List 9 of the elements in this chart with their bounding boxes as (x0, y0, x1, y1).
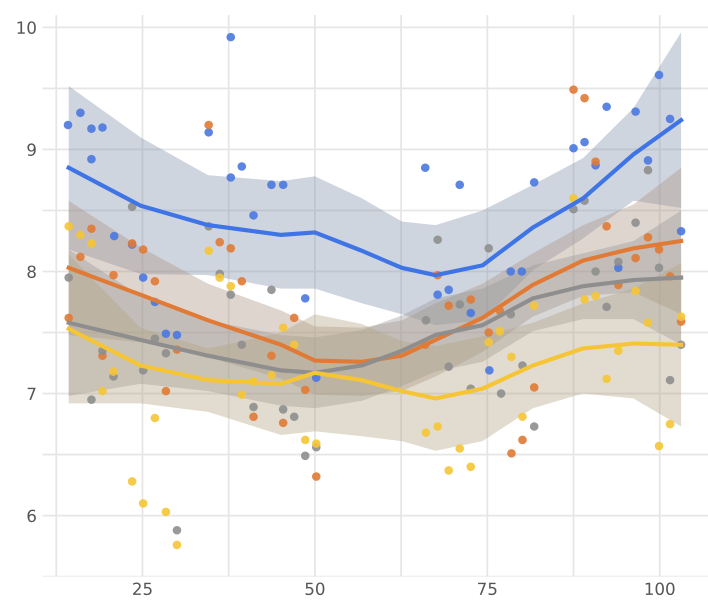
x-tick-label: 100 (646, 582, 675, 596)
y-tick-label: 9 (27, 143, 36, 156)
y-tick-label: 6 (27, 510, 36, 522)
y-tick-label: 10 (18, 21, 36, 34)
y-tick-label: 8 (27, 265, 36, 278)
y-tick-label: 7 (28, 388, 36, 400)
x-tick-label: 75 (478, 582, 496, 596)
x-tick-label: 50 (306, 582, 324, 596)
x-tick-label: 25 (133, 582, 152, 596)
